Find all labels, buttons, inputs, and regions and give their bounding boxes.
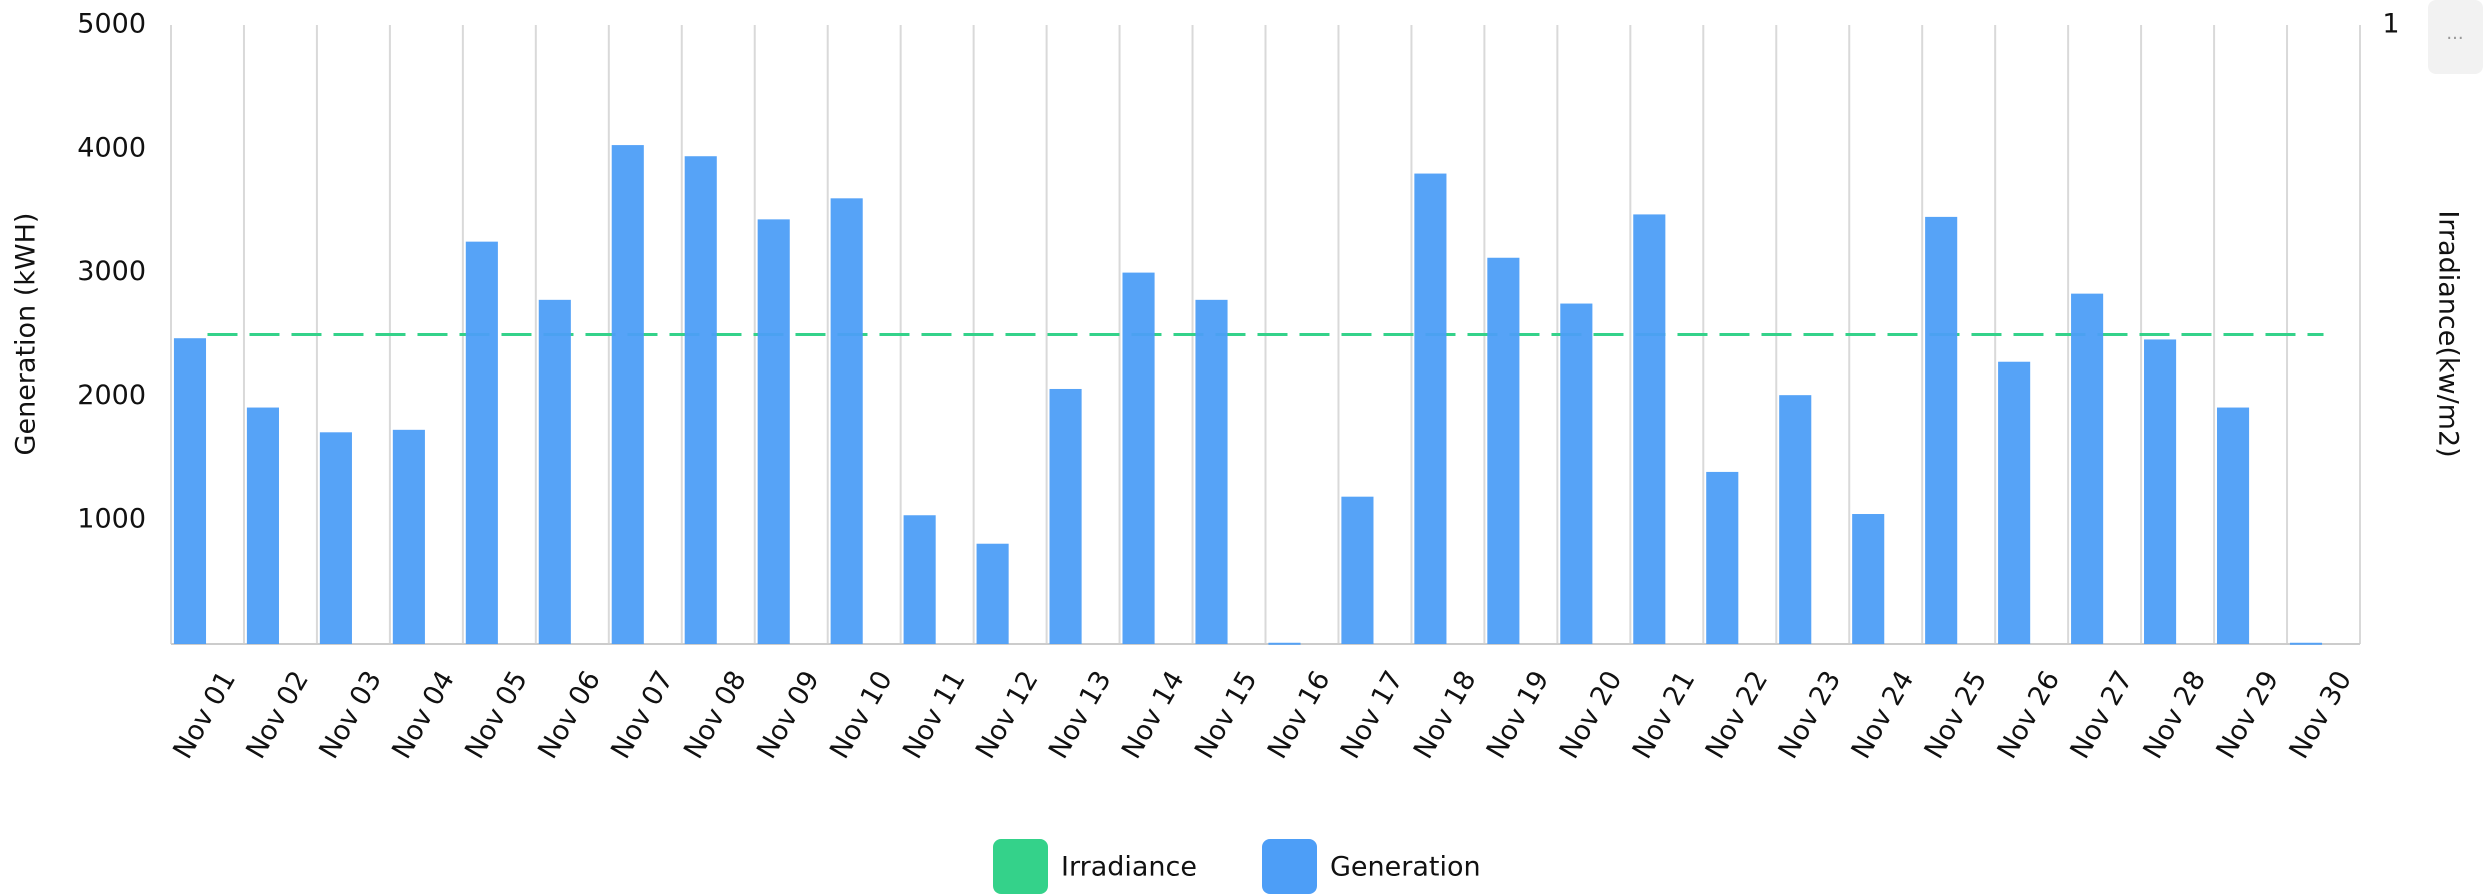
x-tick-label: Nov 27 <box>2065 666 2140 764</box>
y-tick-label: 2000 <box>77 380 146 411</box>
x-tick-label: Nov 01 <box>167 666 242 764</box>
bar <box>392 429 425 644</box>
bar <box>1706 471 1739 644</box>
y-tick-label: 5000 <box>77 9 146 40</box>
bar <box>2071 293 2104 644</box>
x-tick-label: Nov 19 <box>1481 666 1556 764</box>
x-tick-label: Nov 05 <box>459 666 534 764</box>
x-tick-label: Nov 24 <box>1846 666 1921 764</box>
x-tick-label: Nov 25 <box>1919 666 1994 764</box>
x-tick-label: Nov 26 <box>1992 666 2067 764</box>
x-tick-label: Nov 14 <box>1116 666 1191 764</box>
x-tick-label: Nov 16 <box>1262 666 1337 764</box>
bar <box>538 299 571 644</box>
x-tick-label: Nov 02 <box>240 666 315 764</box>
bar <box>173 338 207 644</box>
x-tick-label: Nov 09 <box>751 666 826 764</box>
x-tick-label: Nov 23 <box>1773 666 1848 764</box>
bar <box>1560 303 1593 644</box>
bar <box>757 219 790 644</box>
bar <box>2216 407 2250 644</box>
x-tick-label: Nov 20 <box>1554 666 1629 764</box>
x-tick-label: Nov 10 <box>824 666 899 764</box>
bar <box>1998 361 2031 644</box>
legend-label: Irradiance <box>1061 852 1197 883</box>
bar <box>1487 257 1520 644</box>
x-tick-label: Nov 15 <box>1189 666 1264 764</box>
bar <box>1779 395 1812 644</box>
x-tick-label: Nov 30 <box>2283 666 2358 764</box>
bar <box>1122 272 1155 644</box>
x-tick-label: Nov 28 <box>2137 666 2212 764</box>
bar <box>1852 514 1885 644</box>
bar <box>1925 216 1958 644</box>
y-tick-label: 1000 <box>77 504 146 535</box>
y2-axis-label: Irradiance(kw/m2) <box>2433 210 2464 457</box>
menu-button-label[interactable]: ... <box>2446 23 2463 44</box>
legend-label: Generation <box>1330 852 1481 883</box>
bar <box>611 145 644 644</box>
bar <box>1341 496 1374 644</box>
bar <box>1414 173 1447 644</box>
y-axis-label: Generation (kWH) <box>11 213 42 456</box>
y-tick-label: 4000 <box>77 132 146 163</box>
bar <box>1633 214 1666 644</box>
x-tick-label: Nov 07 <box>605 666 680 764</box>
bar <box>1049 388 1082 644</box>
x-tick-label: Nov 17 <box>1335 666 1410 764</box>
bar <box>903 515 936 644</box>
bar <box>319 432 352 644</box>
legend-swatch <box>993 839 1048 894</box>
bar <box>2289 642 2323 645</box>
bar <box>830 198 863 644</box>
bar <box>465 241 498 644</box>
x-tick-label: Nov 13 <box>1043 666 1118 764</box>
x-tick-label: Nov 18 <box>1408 666 1483 764</box>
bar <box>976 543 1009 644</box>
x-tick-label: Nov 03 <box>313 666 388 764</box>
x-tick-label: Nov 06 <box>532 666 607 764</box>
x-tick-label: Nov 12 <box>970 666 1045 764</box>
x-tick-label: Nov 21 <box>1627 666 1702 764</box>
y2-tick-label: 1 <box>2382 9 2399 40</box>
legend-swatch <box>1262 839 1317 894</box>
x-tick-label: Nov 29 <box>2210 666 2285 764</box>
x-tick-label: Nov 08 <box>678 666 753 764</box>
bar <box>1268 642 1301 645</box>
bar <box>246 407 279 644</box>
bar <box>684 156 717 644</box>
bar <box>1195 299 1228 644</box>
x-tick-label: Nov 04 <box>386 666 461 764</box>
y-tick-label: 3000 <box>77 256 146 287</box>
x-tick-label: Nov 11 <box>897 666 972 764</box>
bar <box>2144 339 2177 644</box>
menu-button[interactable] <box>2428 0 2483 74</box>
x-tick-label: Nov 22 <box>1700 666 1775 764</box>
